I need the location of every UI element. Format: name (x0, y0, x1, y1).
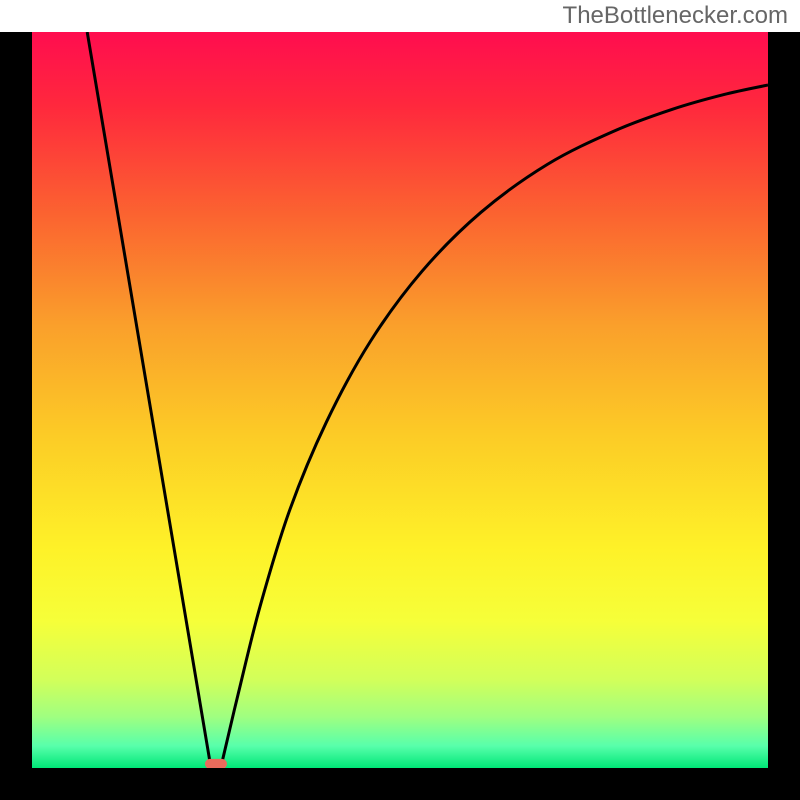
curve-layer (32, 32, 768, 768)
plot-area (32, 32, 768, 768)
chart-frame: TheBottlenecker.com (0, 0, 800, 800)
optimal-marker (205, 758, 227, 768)
attribution-text: TheBottlenecker.com (563, 2, 788, 30)
attribution-bar: TheBottlenecker.com (0, 0, 800, 32)
bottleneck-curve (87, 32, 768, 763)
